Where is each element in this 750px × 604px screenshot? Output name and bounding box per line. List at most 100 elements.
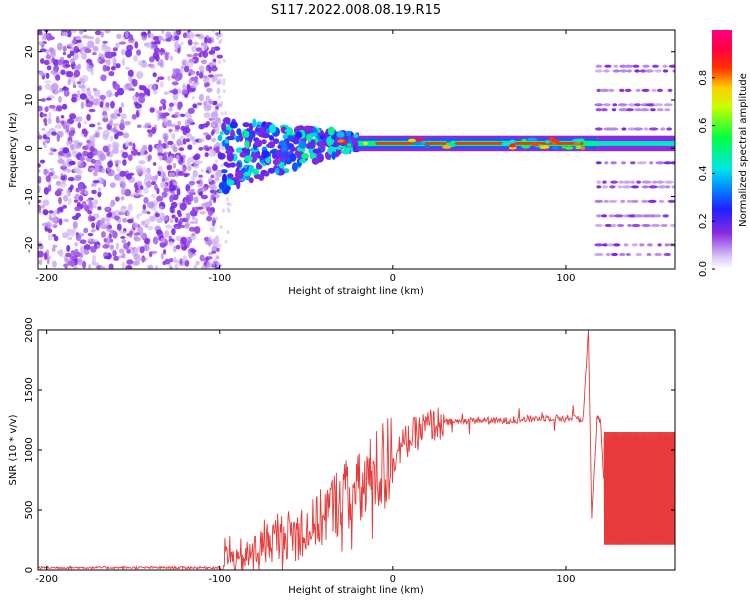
heatmap-cell [180, 236, 187, 245]
heatmap-cell [174, 217, 179, 223]
heatmap-cell [172, 180, 178, 186]
heatmap-cell [192, 42, 200, 46]
heatmap-cell [601, 214, 608, 218]
heatmap-cell [157, 155, 163, 159]
heatmap-cell [147, 264, 154, 269]
heatmap-cell [226, 135, 235, 141]
heatmap-cell [115, 196, 120, 202]
heatmap-cell [83, 190, 89, 195]
heatmap-cell [155, 54, 160, 62]
heatmap-cell [191, 175, 196, 181]
heatmap-cell [47, 234, 53, 241]
heatmap-cell [188, 180, 196, 186]
heatmap-cell [212, 216, 216, 221]
heatmap-cell [637, 161, 647, 165]
heatmap-cell [168, 102, 174, 108]
heatmap-cell [94, 166, 102, 173]
heatmap-cell [163, 135, 168, 144]
heatmap-cell [69, 113, 77, 120]
heatmap-cell [152, 83, 157, 92]
heatmap-cell [85, 143, 90, 150]
heatmap-cell [100, 265, 104, 269]
heatmap-cell [165, 31, 172, 39]
heatmap-cell [254, 139, 263, 148]
heatmap-cell [61, 103, 68, 110]
heatmap-cell [212, 152, 216, 157]
heatmap-cell [91, 222, 96, 229]
heatmap-cell [208, 65, 212, 74]
heatmap-cell [244, 140, 250, 149]
heatmap-cell [120, 230, 127, 235]
heatmap-cell [156, 79, 160, 83]
heatmap-cell [202, 132, 209, 136]
heatmap-cell [148, 144, 153, 153]
heatmap-cell [603, 103, 611, 107]
heatmap-cell [241, 148, 251, 153]
heatmap-cell [48, 152, 55, 156]
heatmap-cell [51, 57, 56, 63]
heatmap-cell [621, 161, 626, 165]
heatmap-cell [204, 152, 209, 158]
heatmap-cell [619, 88, 625, 92]
heatmap-cell [180, 224, 186, 229]
heatmap-cell [57, 59, 64, 65]
heatmap-cell [501, 142, 512, 146]
heatmap-y-axis-label: Frequency (Hz) [8, 112, 19, 188]
colorbar-tick-label: 0.0 [698, 261, 709, 277]
heatmap-cell [56, 250, 62, 255]
heatmap-cell [616, 223, 625, 228]
heatmap-cell [39, 159, 46, 164]
heatmap-y-tick-label: -10 [24, 188, 35, 204]
heatmap-cell [114, 215, 120, 221]
snr-x-axis-label: Height of straight line (km) [288, 585, 424, 596]
heatmap-cell [244, 130, 250, 138]
heatmap-cell [52, 260, 57, 268]
heatmap-cell [121, 253, 126, 259]
heatmap-cell [176, 209, 182, 215]
heatmap-cell [186, 138, 190, 143]
heatmap-cell [99, 101, 104, 108]
heatmap-cell [596, 180, 602, 184]
heatmap-cell [601, 185, 609, 189]
heatmap-cell [146, 129, 152, 134]
heatmap-cell [79, 48, 84, 54]
heatmap-cell [186, 33, 190, 39]
heatmap-cell [113, 142, 120, 149]
heatmap-cell [608, 199, 618, 203]
heatmap-cell [122, 132, 130, 139]
heatmap-cell [102, 244, 110, 249]
heatmap-cell [89, 146, 95, 153]
heatmap-cell [96, 150, 104, 157]
heatmap-cell [79, 93, 87, 100]
heatmap-cell [43, 252, 48, 261]
heatmap-cell [596, 185, 602, 189]
heatmap-cell [167, 119, 172, 127]
heatmap-cell [641, 223, 651, 228]
heatmap-cell [663, 161, 672, 165]
heatmap-cell [182, 32, 187, 39]
snr-series [38, 330, 675, 570]
snr-y-tick-label: 0 [24, 567, 35, 573]
heatmap-cell [222, 173, 227, 184]
heatmap-cell [68, 130, 75, 137]
heatmap-cell [205, 170, 210, 173]
heatmap-cell [408, 138, 416, 143]
heatmap-cell [125, 82, 133, 90]
heatmap-cell [198, 72, 204, 79]
heatmap-cell [363, 141, 368, 146]
heatmap-cell [164, 52, 169, 61]
heatmap-cell [602, 180, 607, 184]
heatmap-cell [60, 115, 65, 119]
snr-x-tick-label: 100 [556, 574, 575, 585]
heatmap-cell [67, 236, 73, 240]
heatmap-cell [116, 223, 122, 231]
heatmap-cell [133, 221, 138, 229]
heatmap-cell [82, 150, 89, 157]
heatmap-cell [73, 266, 78, 269]
heatmap-cell [48, 59, 53, 65]
heatmap-cell [139, 246, 145, 254]
heatmap-cell [209, 226, 216, 233]
heatmap-cell [162, 103, 167, 111]
heatmap-cell [521, 138, 527, 143]
heatmap-cell [187, 107, 195, 114]
